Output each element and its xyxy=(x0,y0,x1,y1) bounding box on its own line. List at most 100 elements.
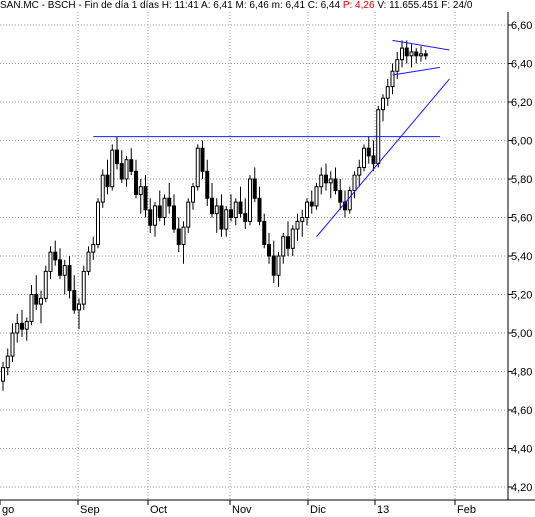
y-tick-label: 4,60 xyxy=(511,405,532,417)
candle-body xyxy=(257,197,262,222)
candle xyxy=(267,232,271,264)
candle-body xyxy=(119,163,124,180)
candle xyxy=(110,144,115,191)
candle xyxy=(362,144,366,172)
max-label: M: 6,46 xyxy=(235,0,269,11)
y-tick-label: 5,20 xyxy=(511,290,532,302)
candle xyxy=(96,198,100,249)
candle-body xyxy=(290,228,295,249)
candle-body xyxy=(352,174,357,192)
y-tick-label: 4,20 xyxy=(511,482,532,494)
candle xyxy=(262,213,267,249)
candle xyxy=(129,148,134,176)
candle-body xyxy=(409,51,414,57)
candle-body xyxy=(167,197,172,207)
candle xyxy=(281,232,286,264)
x-tick-label: Nov xyxy=(232,504,252,516)
candle-body xyxy=(205,170,210,199)
p-label: P: 4,26 xyxy=(342,0,375,11)
candle-body xyxy=(53,251,58,261)
candle-body xyxy=(10,332,15,357)
uptrend-line xyxy=(316,78,450,238)
candle-body xyxy=(48,251,53,272)
candle xyxy=(134,159,138,199)
candle-body xyxy=(24,320,29,330)
candle xyxy=(100,169,105,208)
candle-body xyxy=(153,205,157,226)
candle xyxy=(328,171,333,199)
y-axis: 6,60 6,40 6,20 6,00 5,80 5,60 5,40 5,20 5,00 4,80… xyxy=(507,12,532,500)
candle-body xyxy=(200,147,205,172)
candle-body xyxy=(328,178,333,184)
candle xyxy=(176,217,181,253)
y-tick-label: 5,00 xyxy=(511,328,532,340)
candle xyxy=(238,186,243,218)
candle-body xyxy=(172,205,176,230)
time-label: H: 11:41 xyxy=(161,0,199,11)
candle-body xyxy=(58,259,62,276)
candle-body xyxy=(276,255,281,276)
candle-body xyxy=(91,243,96,253)
candle-body xyxy=(286,236,290,249)
candle xyxy=(324,163,328,191)
candle xyxy=(43,265,48,303)
candle xyxy=(229,194,233,222)
candle xyxy=(124,155,129,187)
candle xyxy=(333,167,338,195)
candle-body xyxy=(72,290,77,311)
candle xyxy=(153,202,157,237)
candle xyxy=(34,275,39,310)
candle xyxy=(5,348,10,376)
candle xyxy=(115,136,119,170)
candle xyxy=(347,186,352,214)
candle-body xyxy=(309,201,314,207)
candle xyxy=(214,198,219,233)
candle-body xyxy=(115,149,119,165)
candle xyxy=(414,48,419,64)
candle-body xyxy=(34,294,39,305)
candle-body xyxy=(134,170,138,195)
candle xyxy=(243,198,248,230)
y-tick-label: 6,20 xyxy=(511,97,532,109)
candle xyxy=(24,317,29,341)
candle-body xyxy=(371,155,376,165)
candle-body xyxy=(333,178,338,192)
candle-body xyxy=(186,201,191,228)
candle-body xyxy=(271,255,276,276)
candle xyxy=(404,40,409,64)
candle xyxy=(10,323,15,362)
candle xyxy=(15,313,20,343)
candle-body xyxy=(238,201,243,215)
candle-body xyxy=(305,201,309,219)
candle-body xyxy=(77,303,81,311)
candle xyxy=(148,198,153,233)
candle xyxy=(305,198,309,226)
candle xyxy=(257,186,262,226)
candle-body xyxy=(143,186,148,211)
candle xyxy=(48,246,53,280)
x-tick-label: 13 xyxy=(377,504,389,516)
candle-body xyxy=(347,190,352,211)
candle xyxy=(172,194,176,233)
triangle-bottom-line xyxy=(392,66,441,76)
candle xyxy=(276,252,281,287)
candle-body xyxy=(343,201,347,211)
candle xyxy=(62,259,67,295)
candle-body xyxy=(319,174,324,188)
candle xyxy=(366,136,371,164)
candle xyxy=(72,275,77,314)
candle-body xyxy=(262,220,267,245)
candle xyxy=(91,236,96,260)
candle-body xyxy=(62,265,67,276)
candle xyxy=(29,284,34,326)
candle-body xyxy=(176,228,181,245)
candle xyxy=(157,190,162,222)
candle xyxy=(385,78,390,106)
candle-body xyxy=(243,213,248,222)
close-label: C: 6,44 xyxy=(307,0,341,11)
candle xyxy=(195,144,200,191)
x-tick-label: Oct xyxy=(150,504,167,516)
candle-body xyxy=(124,159,129,180)
candle-body xyxy=(362,147,366,168)
